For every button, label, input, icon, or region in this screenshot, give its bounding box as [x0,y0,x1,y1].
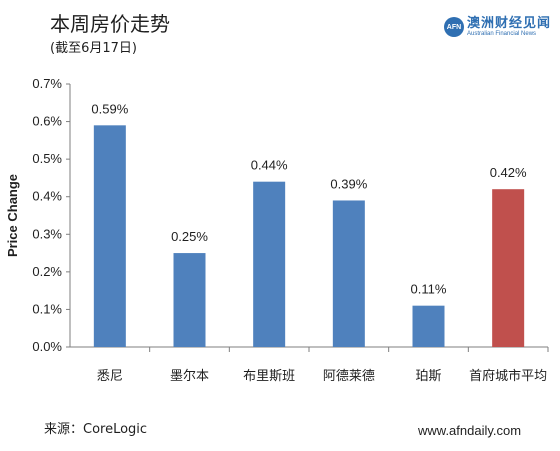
x-tick-label: 布里斯班 [243,369,295,384]
bar [253,181,286,347]
brand-logo: AFN 澳洲财经见闻 Australian Financial News [444,17,551,37]
website-url: www.afndaily.com [418,423,522,438]
x-tick-label: 墨尔本 [170,369,209,384]
brand-name-en: Australian Financial News [467,31,537,37]
y-axis-title: Price Change [5,174,20,257]
chart-axes [66,83,549,352]
bar [412,305,445,347]
y-tick-label: 0.5% [32,151,62,166]
source-note: 来源：CoreLogic [44,422,148,437]
y-tick-label: 0.2% [32,264,62,279]
bar [173,253,206,347]
chart-title: 本周房价走势 [50,12,170,36]
brand-name-cn: 澳洲财经见闻 [467,16,552,31]
y-tick-label: 0.7% [32,76,62,91]
y-tick-label: 0.1% [32,301,62,316]
x-tick-label: 阿德莱德 [323,369,375,384]
data-label: 0.44% [251,158,288,173]
y-tick-label: 0.0% [32,339,62,354]
data-label: 0.25% [171,229,208,244]
data-label: 0.11% [411,282,447,297]
y-tick-label: 0.3% [32,226,62,241]
chart-bars [93,125,525,347]
bar [332,200,365,347]
chart-labels: 0.0% 0.1% 0.2% 0.3% 0.4% 0.5% 0.6% 0.7% Price Ch… [5,76,547,384]
y-tick-label: 0.6% [32,114,62,129]
x-tick-label: 珀斯 [415,369,441,384]
data-label: 0.39% [330,176,367,191]
data-label: 0.42% [490,165,527,180]
x-tick-label: 悉尼 [97,369,123,384]
afn-logo-icon: AFN [444,17,464,37]
x-tick-label: 首府城市平均 [469,368,547,384]
y-tick-label: 0.4% [32,189,62,204]
data-label: 0.59% [91,101,128,116]
chart-subtitle: (截至6月17日) [50,41,137,56]
bar [93,125,126,347]
bar [492,189,525,347]
